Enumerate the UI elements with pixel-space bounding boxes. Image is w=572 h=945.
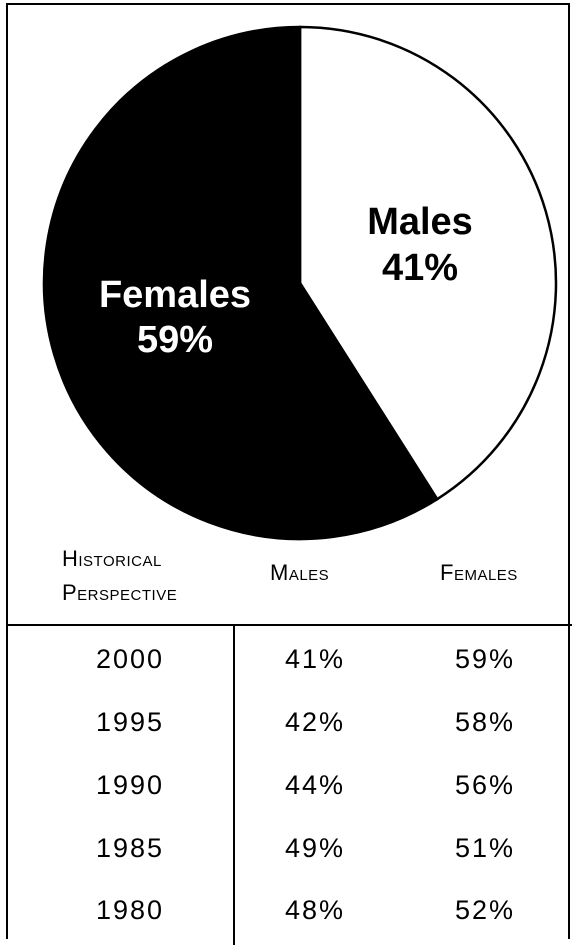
historical-header-line2: Perspective: [62, 580, 178, 605]
year-cell: 1990: [95, 770, 165, 800]
pie-slice-males: [298, 25, 558, 501]
pie-slice-females: [42, 25, 439, 541]
males-cell: 49%: [284, 833, 346, 863]
females-value: 59%: [137, 319, 213, 361]
males-cell: 42%: [284, 707, 346, 737]
year-cell: 1980: [95, 895, 165, 925]
year-column-divider: [233, 625, 235, 945]
males-cell: 41%: [284, 644, 346, 674]
males-cell: 48%: [284, 895, 346, 925]
males-value: 41%: [382, 247, 458, 289]
year-cell: 2000: [95, 644, 165, 674]
chart-frame: [6, 3, 570, 939]
females-column-header: Females: [440, 560, 518, 585]
males-column-header: Males: [270, 560, 330, 585]
historical-header-line1: Historical: [62, 546, 162, 571]
table-row: 1995 42% 58%: [0, 689, 572, 755]
table-row: 1990 44% 56%: [0, 752, 572, 818]
females-cell: 58%: [454, 707, 516, 737]
year-cell: 1985: [95, 833, 165, 863]
males-label: Males: [367, 201, 473, 243]
historical-perspective-header: Historical Perspective: [62, 542, 212, 610]
table-row: 1985 49% 51%: [0, 815, 572, 881]
year-cell: 1995: [95, 707, 165, 737]
table-row: 2000 41% 59%: [0, 626, 572, 692]
females-cell: 52%: [454, 895, 516, 925]
males-cell: 44%: [284, 770, 346, 800]
females-label: Females: [99, 274, 251, 316]
females-cell: 51%: [454, 833, 516, 863]
table-row: 1980 48% 52%: [0, 877, 572, 943]
females-cell: 56%: [454, 770, 516, 800]
header-divider: [6, 624, 572, 626]
pie-chart: Males 41% Females 59%: [42, 25, 558, 541]
females-cell: 59%: [454, 644, 516, 674]
